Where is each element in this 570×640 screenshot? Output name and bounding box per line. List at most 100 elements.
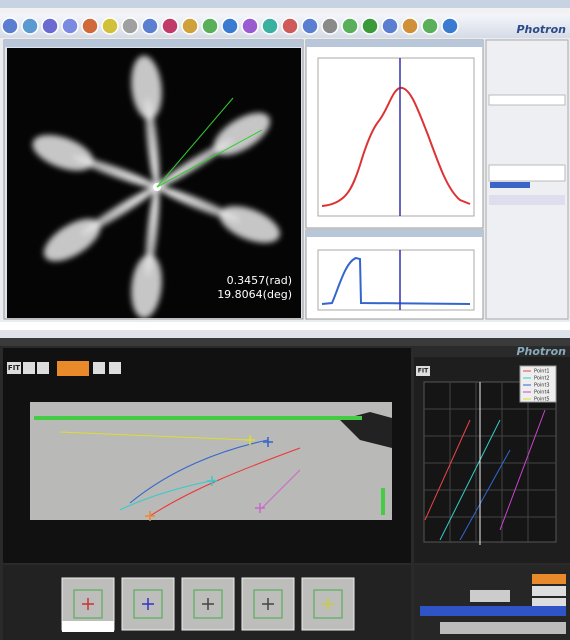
angle-rad: 0.3457(rad)	[227, 274, 292, 287]
toolbar-icon	[101, 17, 119, 35]
graph-line	[459, 449, 511, 541]
plume-head	[43, 218, 101, 262]
tool-button[interactable]	[109, 362, 121, 374]
legend-label: Point3	[534, 383, 550, 389]
toolbar-icon	[261, 17, 279, 35]
plume	[131, 186, 162, 319]
toolbar-icon	[321, 17, 339, 35]
signal-curve	[321, 256, 471, 305]
toolbar-icon	[281, 17, 299, 35]
toolbar-icon	[41, 17, 59, 35]
track-cyan	[119, 479, 216, 511]
thumbnails	[61, 577, 355, 632]
signal-title	[306, 230, 483, 237]
plume	[32, 134, 158, 188]
tool-button[interactable]	[93, 362, 105, 374]
graph-line	[499, 409, 546, 531]
plume-head	[32, 134, 94, 171]
plume-head	[131, 254, 162, 319]
toolbar-icon	[201, 17, 219, 35]
toolbar-icon	[241, 17, 259, 35]
toolbar-icon	[81, 17, 99, 35]
thumbnail-roi	[73, 589, 103, 619]
tab-bar	[0, 338, 570, 346]
profile-curve	[321, 87, 471, 207]
toolbar-icon	[121, 17, 139, 35]
plume-core	[72, 155, 158, 188]
graph-line	[424, 419, 471, 521]
step-buttons[interactable]	[470, 590, 510, 602]
toolbar-icon	[181, 17, 199, 35]
title-bar	[0, 330, 570, 338]
spray-plumes	[32, 55, 280, 319]
fit-button[interactable]	[416, 366, 430, 376]
thumbnail-roi	[133, 589, 163, 619]
plume	[156, 112, 271, 188]
plume-core	[156, 138, 234, 188]
graph-line	[439, 419, 501, 541]
thumbnail-roi	[313, 589, 343, 619]
legend-label: Point1	[534, 369, 550, 375]
frame-slider	[488, 164, 566, 182]
plume-head	[213, 112, 271, 156]
toolbar-icon	[21, 17, 39, 35]
thumbnail-marker	[262, 598, 274, 610]
toolbar-icon	[421, 17, 439, 35]
plume-core	[145, 97, 160, 188]
plume	[156, 186, 280, 243]
signal-window	[305, 229, 484, 320]
thumbnail-marker	[142, 598, 154, 610]
menu-bar	[0, 8, 570, 14]
fit-label: FIT	[418, 368, 429, 375]
toolbar-icon	[301, 17, 319, 35]
image-window-title	[4, 40, 303, 47]
fit-label: FIT	[8, 364, 20, 372]
angle-deg: 19.8064(deg)	[217, 288, 292, 301]
brand-logo: Photron	[516, 23, 566, 36]
tracking-button[interactable]	[532, 598, 566, 608]
thumbnail-marker	[322, 598, 334, 610]
thumbnail-caption	[62, 621, 114, 632]
bottom-window: Photron FIT FIT	[0, 330, 570, 640]
toolbar-icon	[341, 17, 359, 35]
progress	[490, 182, 530, 188]
plume-core	[80, 186, 158, 236]
title-bar	[0, 0, 570, 8]
mode-button[interactable]	[57, 361, 89, 376]
thumbnail-marker	[202, 598, 214, 610]
toolbar-icon	[1, 17, 19, 35]
thumbnail-roi	[193, 589, 223, 619]
tracking-button[interactable]	[532, 586, 566, 596]
tracking-image	[30, 402, 392, 520]
tool-button[interactable]	[37, 362, 49, 374]
toolbar-icon	[361, 17, 379, 35]
legend-label: Point2	[534, 376, 550, 382]
markers	[145, 435, 273, 521]
toolbar-icon	[401, 17, 419, 35]
toolbar-icon	[61, 17, 79, 35]
fit-button[interactable]	[7, 362, 21, 374]
profile-window	[305, 39, 484, 229]
measure-line	[156, 97, 234, 188]
nozzle-shadow	[340, 412, 392, 448]
plume-head	[131, 55, 162, 120]
playback-buttons	[489, 195, 565, 205]
thumbnail-roi	[253, 589, 283, 619]
tool-button[interactable]	[23, 362, 35, 374]
tracking-button[interactable]	[532, 574, 566, 584]
control-field	[488, 94, 566, 106]
plume-core	[156, 186, 241, 222]
track-yellow	[59, 431, 251, 441]
toolbar-icon	[161, 17, 179, 35]
playback-buttons[interactable]	[440, 622, 566, 634]
measure-line	[156, 129, 263, 188]
thumbnail-marker	[82, 598, 94, 610]
graph-plot	[423, 381, 557, 543]
plume	[131, 55, 162, 188]
brand-logo: Photron	[516, 345, 566, 358]
toolbar-icon	[441, 17, 459, 35]
profile-title	[306, 40, 483, 47]
